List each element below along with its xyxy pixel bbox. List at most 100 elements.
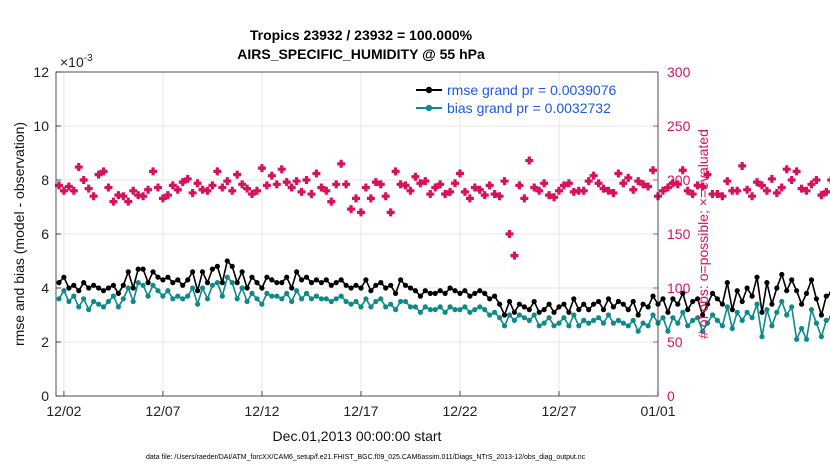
rmse-line (58, 260, 830, 316)
obs-count-marker (54, 181, 63, 190)
rmse-point (249, 274, 255, 280)
obs-count-marker (792, 167, 801, 176)
rmse-point (56, 280, 62, 286)
rmse-point (665, 309, 671, 315)
bias-point (110, 293, 116, 299)
rmse-point (497, 301, 503, 307)
obs-count-marker (703, 170, 712, 179)
rmse-point (823, 293, 829, 299)
obs-count-marker (361, 183, 370, 192)
bias-point (150, 282, 156, 288)
rmse-point (333, 280, 339, 286)
obs-count-marker (178, 178, 187, 187)
bias-point (383, 304, 389, 310)
bias-point (170, 296, 176, 302)
obs-count-marker (683, 186, 692, 195)
rmse-point (343, 282, 349, 288)
bias-point (566, 323, 572, 329)
bias-point (348, 301, 354, 307)
bias-point (764, 307, 770, 313)
rmse-point (363, 277, 369, 283)
obs-count-marker (807, 180, 816, 189)
bias-point (219, 293, 225, 299)
obs-count-marker (173, 185, 182, 194)
bias-point (680, 309, 686, 315)
obs-count-marker (733, 186, 742, 195)
rmse-point (551, 309, 557, 315)
obs-count-marker (723, 177, 732, 186)
obs-count-marker (470, 183, 479, 192)
obs-count-marker (718, 192, 727, 201)
rmse-point (605, 296, 612, 302)
rmse-point (323, 277, 329, 283)
bias-point (323, 296, 329, 302)
rmse-point (71, 282, 77, 288)
rmse-point (749, 293, 755, 299)
rmse-point (734, 288, 740, 294)
x-tick-label: 12/17 (343, 403, 378, 419)
obs-count-marker (376, 180, 385, 189)
rmse-point (373, 282, 379, 288)
obs-count-marker (559, 181, 568, 190)
bias-point (91, 298, 97, 305)
chart-title-line2: AIRS_SPECIFIC_HUMIDITY @ 55 hPa (237, 46, 485, 62)
bias-point (739, 317, 745, 323)
obs-count-marker (416, 179, 425, 188)
bias-point (591, 317, 597, 323)
obs-count-marker (673, 180, 682, 189)
bias-point (769, 323, 775, 329)
bias-point (487, 312, 493, 318)
obs-count-marker (614, 169, 623, 178)
rmse-point (284, 274, 290, 280)
rmse-point (556, 304, 562, 310)
obs-count-marker (604, 186, 613, 195)
bias-point (442, 309, 448, 315)
obs-count-marker (812, 176, 821, 184)
rmse-point (407, 285, 414, 291)
rmse-point (402, 282, 409, 288)
obs-count-marker (218, 183, 227, 192)
rmse-point (199, 269, 206, 275)
obs-count-marker (589, 171, 598, 180)
rmse-point (442, 290, 448, 296)
rmse-point (635, 312, 641, 318)
bias-point (467, 309, 473, 315)
rmse-point (209, 266, 215, 272)
bias-point (784, 312, 790, 318)
rmse-point (506, 298, 513, 305)
bias-point (308, 296, 315, 302)
y-right-tick-label: 250 (667, 118, 691, 134)
obs-series (54, 156, 830, 260)
bias-point (180, 296, 186, 302)
obs-count-marker (292, 177, 301, 186)
obs-count-marker (89, 192, 98, 201)
rmse-point (110, 282, 116, 288)
rmse-point (96, 285, 102, 291)
bias-point (294, 288, 300, 294)
rmse-point (818, 312, 825, 318)
obs-count-marker (455, 169, 464, 178)
obs-count-marker (193, 179, 202, 188)
obs-count-marker (74, 163, 83, 172)
rmse-point (180, 282, 186, 288)
rmse-point (353, 282, 359, 288)
bias-point (204, 296, 211, 302)
rmse-point (299, 277, 305, 283)
bias-point (630, 317, 636, 323)
obs-count-marker (272, 180, 281, 189)
obs-count-marker (139, 192, 148, 201)
obs-count-marker (460, 187, 469, 196)
obs-count-marker (762, 186, 771, 195)
rmse-point (719, 301, 726, 307)
bias-point (635, 328, 641, 334)
rmse-point (700, 312, 706, 318)
obs-count-marker (708, 190, 717, 199)
obs-count-marker (366, 194, 375, 203)
obs-count-marker (411, 172, 420, 181)
rmse-point (383, 285, 389, 291)
rmse-point (536, 309, 542, 315)
bias-point (620, 320, 626, 326)
rmse-point (398, 277, 404, 283)
bias-point (402, 298, 409, 305)
y-left-axis-ticks: 0 2 4 6 8 10 12 (33, 64, 61, 404)
